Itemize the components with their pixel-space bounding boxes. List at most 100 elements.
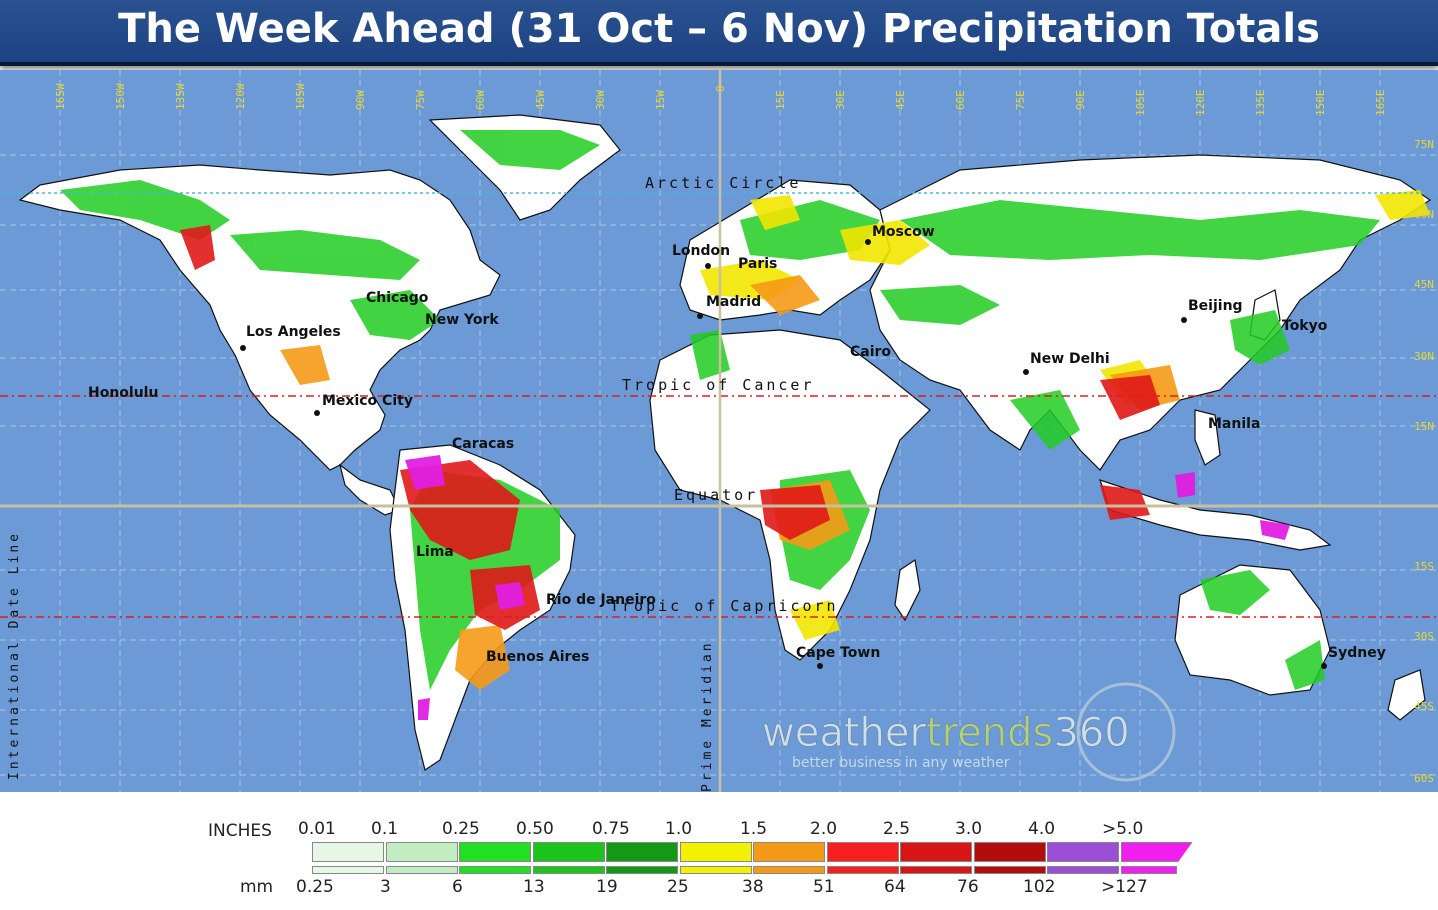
lon-label: 15E: [774, 90, 787, 110]
city-label-new-delhi: New Delhi: [1030, 351, 1110, 367]
city-label-chicago: Chicago: [366, 290, 429, 306]
legend-swatch-mm: [1047, 866, 1119, 874]
legend-swatch-mm: [532, 866, 605, 874]
legend-swatch-mm: [900, 866, 972, 874]
legend-swatch: [1120, 842, 1193, 862]
legend-swatch-mm: [606, 866, 678, 874]
tropic-of-capricorn-label: Tropic of Capricorn: [610, 597, 839, 615]
legend-mm-value: 19: [596, 877, 618, 897]
lat-label: 30N: [1414, 350, 1434, 363]
logo-tagline: better business in any weather: [792, 755, 1010, 771]
legend-swatch-mm: [679, 866, 752, 874]
city-label-sydney: Sydney: [1328, 645, 1386, 661]
city-label-cape-town: Cape Town: [796, 645, 880, 661]
city-label-caracas: Caracas: [452, 436, 514, 452]
lon-label: 150W: [114, 83, 127, 110]
legend-mm-value: 25: [667, 877, 689, 897]
legend-mm-value: 13: [523, 877, 545, 897]
lon-label: 90W: [354, 90, 367, 110]
lon-label: 45E: [894, 90, 907, 110]
lon-label: 150E: [1314, 90, 1327, 117]
lat-label: 30S: [1414, 630, 1434, 643]
city-label-los-angeles: Los Angeles: [246, 324, 341, 340]
legend-swatch-mm: [753, 866, 825, 874]
lat-label: 60N: [1414, 208, 1434, 221]
legend-inch-value: 1.5: [740, 819, 768, 839]
weathertrends360-logo: weathertrends360 better business in any …: [762, 682, 1176, 782]
lon-label: 60W: [474, 90, 487, 110]
lon-label: 165W: [54, 83, 67, 110]
legend-inch-value: 0.1: [371, 819, 399, 839]
city-label-lima: Lima: [416, 544, 454, 560]
legend-inch-value: 4.0: [1028, 819, 1056, 839]
legend-swatch: [826, 842, 899, 862]
legend-inch-value: 2.0: [810, 819, 838, 839]
city-label-paris: Paris: [738, 256, 777, 272]
legend-inch-value: 0.50: [516, 819, 554, 839]
legend-swatch: [606, 842, 678, 862]
lon-label: 120W: [234, 83, 247, 110]
reference-line-labels: Arctic Circle Tropic of Cancer Equator T…: [7, 174, 839, 792]
logo-weather: weather: [762, 710, 926, 756]
latitude-labels: 75N 60N 45N 30N 15N 15S 30S 45S 60S: [1414, 138, 1434, 785]
legend-mm-value: 6: [452, 877, 463, 897]
legend-mm-value: >127: [1101, 877, 1148, 897]
lon-label: 135E: [1254, 90, 1267, 117]
legend-inch-value: 3.0: [955, 819, 983, 839]
legend-inches-label: INCHES: [208, 821, 272, 841]
lat-label: 60S: [1414, 772, 1434, 785]
lat-label: 15N: [1414, 420, 1434, 433]
city-label-beijing: Beijing: [1188, 298, 1243, 314]
city-label-manila: Manila: [1208, 416, 1260, 432]
legend-swatch: [900, 842, 972, 862]
legend-swatch: [312, 842, 384, 862]
lon-label: 15W: [654, 90, 667, 110]
page-title: The Week Ahead (31 Oct – 6 Nov) Precipit…: [118, 6, 1320, 52]
city-label-rio: Rio de Janeiro: [546, 592, 656, 608]
legend-swatch: [532, 842, 605, 862]
equator-label: Equator: [674, 486, 758, 504]
lon-label: 30W: [594, 90, 607, 110]
city-label-new-york: New York: [425, 312, 499, 328]
philippines: [1194, 409, 1221, 466]
lon-label: 45W: [534, 90, 547, 110]
city-label-buenos-aires: Buenos Aires: [486, 649, 589, 665]
legend-swatch-mm: [973, 866, 1046, 874]
city-label-madrid: Madrid: [706, 294, 761, 310]
legend-mm-value: 38: [742, 877, 764, 897]
legend-inch-value: 0.01: [298, 819, 336, 839]
new-zealand: [1387, 669, 1426, 721]
legend-inch-value: 2.5: [883, 819, 911, 839]
legend-mm-value: 51: [813, 877, 835, 897]
legend-mm-value: 76: [957, 877, 979, 897]
lon-label: 165E: [1374, 90, 1387, 117]
precip-magenta: [405, 455, 1290, 720]
title-bar: The Week Ahead (31 Oct – 6 Nov) Precipit…: [0, 0, 1438, 66]
logo-360: 360: [1053, 710, 1129, 756]
date-line-label: International Date Line: [7, 531, 22, 780]
legend-swatch: [753, 842, 825, 862]
legend-swatch: [973, 842, 1046, 862]
logo-trends: trends: [926, 710, 1053, 756]
world-precipitation-map: 165W 150W 135W 120W 105W 90W 75W 60W 45W…: [0, 70, 1438, 792]
legend-mm-value: 0.25: [296, 877, 334, 897]
lon-label: 30E: [834, 90, 847, 110]
svg-text:weathertrends360: weathertrends360: [762, 710, 1130, 756]
longitude-labels: 165W 150W 135W 120W 105W 90W 75W 60W 45W…: [54, 83, 1387, 116]
city-markers: [240, 239, 1327, 669]
legend-swatch: [385, 842, 458, 862]
city-label-moscow: Moscow: [872, 224, 935, 240]
lon-label: 105W: [294, 83, 307, 110]
city-label-honolulu: Honolulu: [88, 385, 158, 401]
city-label-mexico-city: Mexico City: [322, 393, 413, 409]
precipitation-legend: INCHES mm 0.01 0.1 0.25 0.50 0.75 1.0 1.…: [0, 796, 1438, 910]
lon-label: 105E: [1134, 90, 1147, 117]
lon-label: 135W: [174, 83, 187, 110]
lon-label: 75E: [1014, 90, 1027, 110]
lon-label: 75W: [414, 90, 427, 110]
prime-meridian-label: Prime Meridian: [700, 640, 715, 792]
city-label-cairo: Cairo: [850, 344, 891, 360]
legend-swatch-mm: [385, 866, 458, 874]
legend-swatch: [679, 842, 752, 862]
city-labels: Moscow London Paris Madrid Beijing Tokyo…: [88, 224, 1386, 665]
